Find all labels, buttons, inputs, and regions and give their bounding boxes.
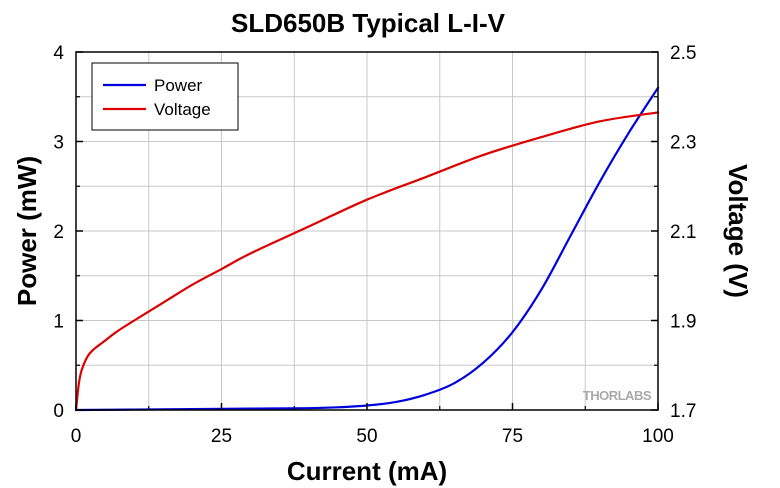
- series-line-power: [74, 86, 660, 412]
- x-axis-label: Current (mA): [287, 456, 447, 486]
- y-right-axis-label: Voltage (V): [723, 164, 753, 298]
- grid: [76, 52, 658, 410]
- legend-label-power: Power: [154, 76, 203, 95]
- x-tick-label: 50: [356, 426, 377, 447]
- chart-title: SLD650B Typical L-I-V: [231, 8, 506, 38]
- series-lines: [74, 86, 660, 412]
- y-right-tick-label: 1.9: [670, 312, 696, 333]
- y-left-axis-label: Power (mW): [12, 156, 42, 306]
- y-left-tick-label: 1: [53, 312, 64, 333]
- x-tick-label: 25: [211, 426, 232, 447]
- y-left-tick-label: 0: [53, 401, 64, 422]
- x-tick-label: 75: [502, 426, 523, 447]
- x-tick-label: 100: [642, 426, 674, 447]
- y-right-tick-label: 2.5: [670, 43, 696, 64]
- series-line-voltage: [74, 111, 660, 412]
- y-right-tick-label: 1.7: [670, 401, 696, 422]
- legend-box: [91, 62, 239, 131]
- x-tick-label: 0: [71, 426, 82, 447]
- legend: Power Voltage: [91, 62, 239, 131]
- y-left-tick-label: 3: [53, 133, 64, 154]
- y-left-tick-label: 4: [53, 43, 64, 64]
- y-right-tick-label: 2.1: [670, 222, 696, 243]
- ticks: 0 25 50 75 100 0 1 2 3 4 1.7 1.9 2.1 2.3 2.5: [53, 43, 696, 447]
- thorlabs-watermark: THORLABS: [583, 388, 652, 403]
- legend-label-voltage: Voltage: [154, 100, 211, 119]
- y-left-tick-label: 2: [53, 222, 64, 243]
- y-right-tick-label: 2.3: [670, 133, 696, 154]
